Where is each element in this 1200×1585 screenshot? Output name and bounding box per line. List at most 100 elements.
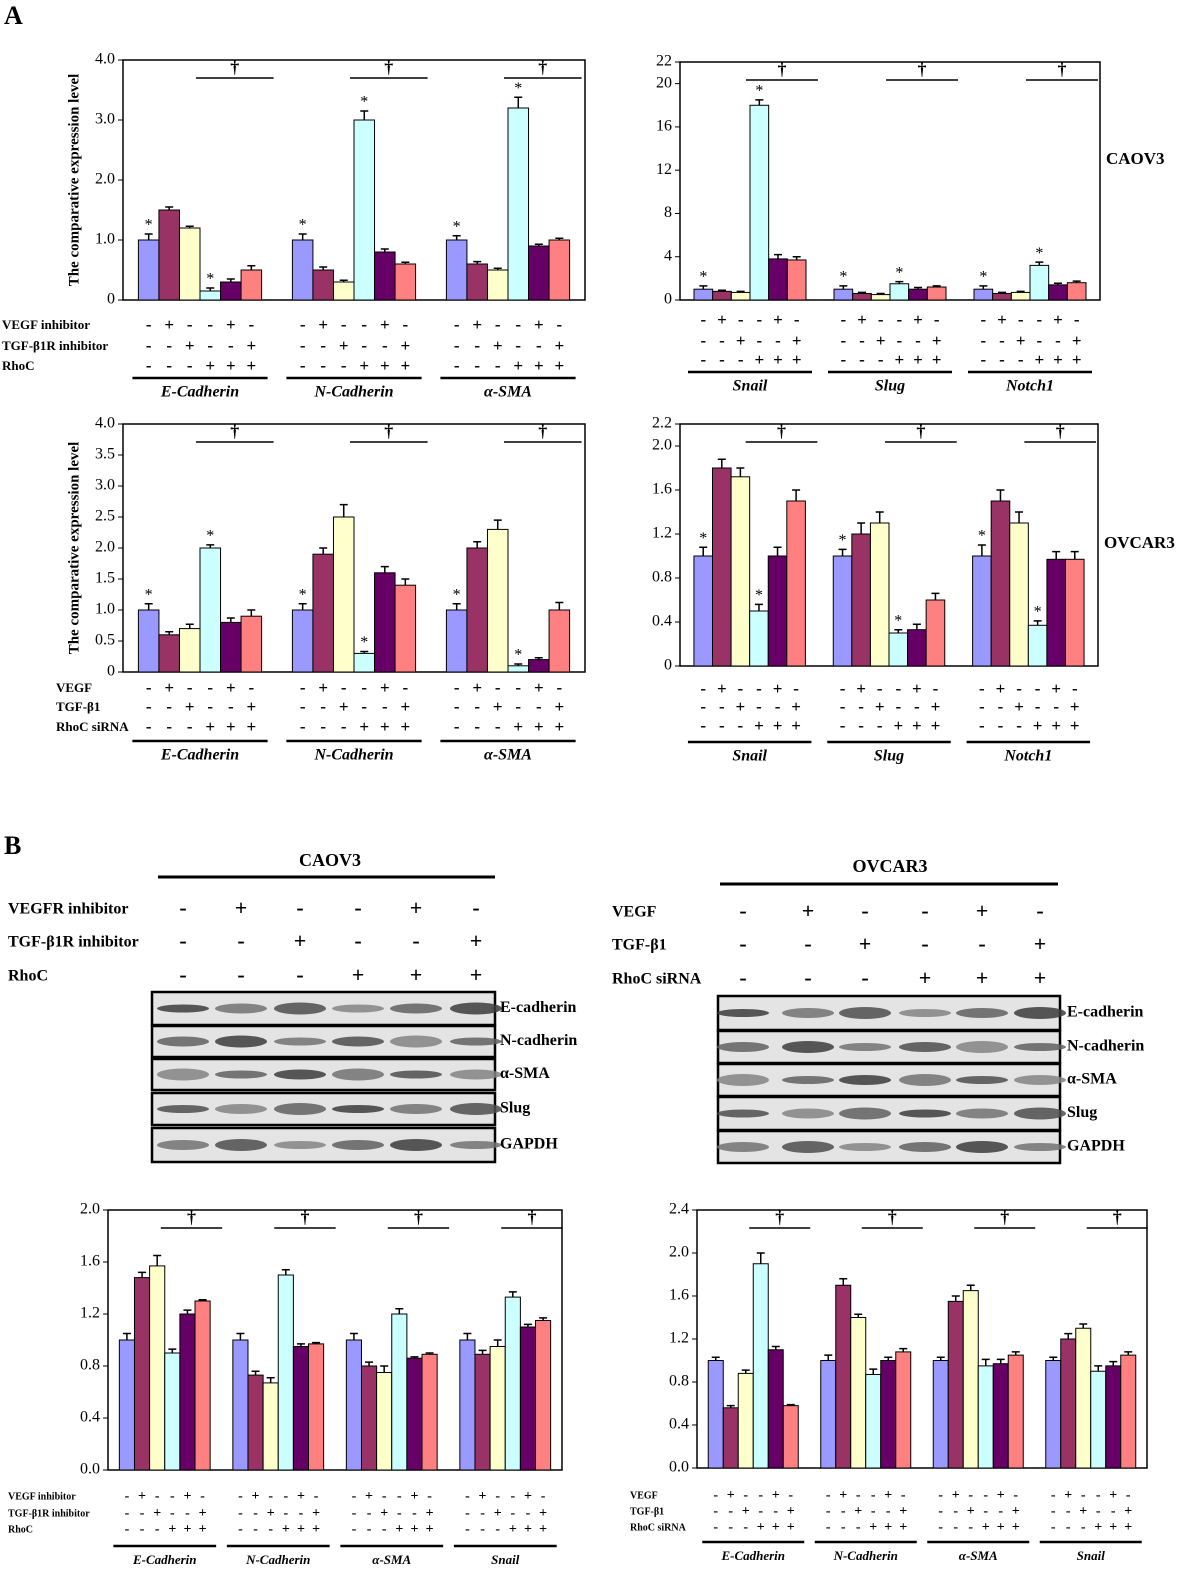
condition-sign: - xyxy=(998,697,1004,716)
condition-sign: - xyxy=(1074,310,1080,329)
condition-sign: - xyxy=(1053,697,1059,716)
condition-sign: - xyxy=(1081,1520,1086,1535)
bar xyxy=(1010,291,1031,301)
blot-band xyxy=(956,1008,1008,1018)
error-bar xyxy=(699,546,708,556)
condition-sign: - xyxy=(248,678,254,697)
bar xyxy=(767,1349,784,1469)
error-bar xyxy=(452,235,461,240)
bar xyxy=(1090,1370,1107,1469)
condition-sign: - xyxy=(187,315,193,334)
blot-condition-sign: - xyxy=(861,898,868,923)
condition-sign: - xyxy=(495,356,501,375)
error-bar xyxy=(168,1348,177,1353)
condition-sign: - xyxy=(382,1489,387,1504)
condition-sign: - xyxy=(895,679,901,698)
bar xyxy=(466,547,488,673)
condition-sign: - xyxy=(283,1489,288,1504)
plot-frame xyxy=(107,1209,563,1471)
y-tick-label: 1.0 xyxy=(95,601,115,618)
blot-band xyxy=(215,1139,267,1151)
error-bar xyxy=(699,285,708,290)
condition-sign: - xyxy=(253,1522,258,1537)
bar xyxy=(291,609,314,673)
blot-band xyxy=(839,1075,891,1085)
bar xyxy=(1064,558,1085,667)
condition-sign: - xyxy=(775,697,781,716)
condition-sign: - xyxy=(983,1488,988,1503)
error-bar xyxy=(206,287,215,291)
bar xyxy=(178,227,201,301)
condition-sign: - xyxy=(1051,1504,1056,1519)
significance-star: * xyxy=(839,269,847,286)
bar xyxy=(693,555,714,667)
condition-sign: - xyxy=(1013,1488,1018,1503)
condition-sign: - xyxy=(495,315,501,334)
condition-sign: - xyxy=(314,1489,319,1504)
error-bar xyxy=(895,280,904,284)
blot-condition-sign: - xyxy=(354,895,361,920)
blot-condition-sign: + xyxy=(802,898,815,923)
condition-sign: + xyxy=(742,1504,750,1519)
blot-band xyxy=(1014,1107,1066,1120)
error-bar xyxy=(165,206,174,210)
condition-sign: - xyxy=(166,356,172,375)
error-bar xyxy=(298,603,307,610)
gene-label: α-SMA xyxy=(484,747,532,764)
blot-band xyxy=(450,1103,502,1115)
condition-sign: - xyxy=(1016,716,1022,735)
condition-sign: - xyxy=(510,1506,515,1521)
condition-sign: + xyxy=(312,1522,320,1537)
error-bar xyxy=(1109,1360,1118,1366)
condition-sign: - xyxy=(382,697,388,716)
significance-star: * xyxy=(978,528,986,545)
condition-sign: + xyxy=(524,1489,532,1504)
condition-sign: - xyxy=(382,336,388,355)
blot-condition-sign: + xyxy=(410,962,423,987)
y-tick-label: 3.5 xyxy=(95,446,115,463)
bar xyxy=(693,288,714,301)
condition-sign: - xyxy=(268,1522,273,1537)
condition-sign: - xyxy=(146,717,152,736)
condition-sign: - xyxy=(495,1489,500,1504)
condition-sign: + xyxy=(773,350,783,369)
significance-star: * xyxy=(206,528,214,545)
condition-sign: - xyxy=(700,350,706,369)
blot-band xyxy=(157,1105,209,1113)
condition-sign: - xyxy=(397,1489,402,1504)
condition-sign: - xyxy=(187,717,193,736)
blot-condition-label: VEGFR inhibitor xyxy=(8,901,128,918)
condition-sign: - xyxy=(382,1522,387,1537)
condition-sign: + xyxy=(1070,716,1080,735)
condition-sign: + xyxy=(931,697,941,716)
condition-sign: + xyxy=(185,697,195,716)
gene-label: Snail xyxy=(491,1552,520,1567)
bar xyxy=(345,1339,362,1471)
error-bar xyxy=(786,1403,795,1406)
blot-band-label: E-cadherin xyxy=(500,999,577,1016)
condition-sign: + xyxy=(717,310,727,329)
gene-label: Notch1 xyxy=(1003,748,1052,765)
condition-sign: - xyxy=(878,310,884,329)
error-bar xyxy=(839,285,848,290)
condition-label: VEGF inhibitor xyxy=(8,1491,76,1502)
bar xyxy=(459,1339,476,1471)
blot-condition-sign: + xyxy=(235,895,248,920)
condition-label: RhoC siRNA xyxy=(630,1522,687,1533)
blot-band xyxy=(332,1105,384,1113)
error-bar xyxy=(226,617,235,623)
bar xyxy=(292,1346,310,1471)
condition-sign: - xyxy=(166,336,172,355)
significance-star: * xyxy=(453,218,461,235)
dagger: † xyxy=(384,57,393,77)
condition-sign: - xyxy=(187,356,193,375)
blot-band-label: Slug xyxy=(500,1100,530,1117)
condition-sign: - xyxy=(228,697,234,716)
condition-sign: - xyxy=(953,1520,958,1535)
condition-sign: + xyxy=(912,716,922,735)
condition-sign: - xyxy=(248,315,254,334)
condition-sign: + xyxy=(952,1488,960,1503)
condition-sign: - xyxy=(454,356,460,375)
blot-band-label: α-SMA xyxy=(1067,1071,1117,1088)
condition-sign: - xyxy=(938,1488,943,1503)
